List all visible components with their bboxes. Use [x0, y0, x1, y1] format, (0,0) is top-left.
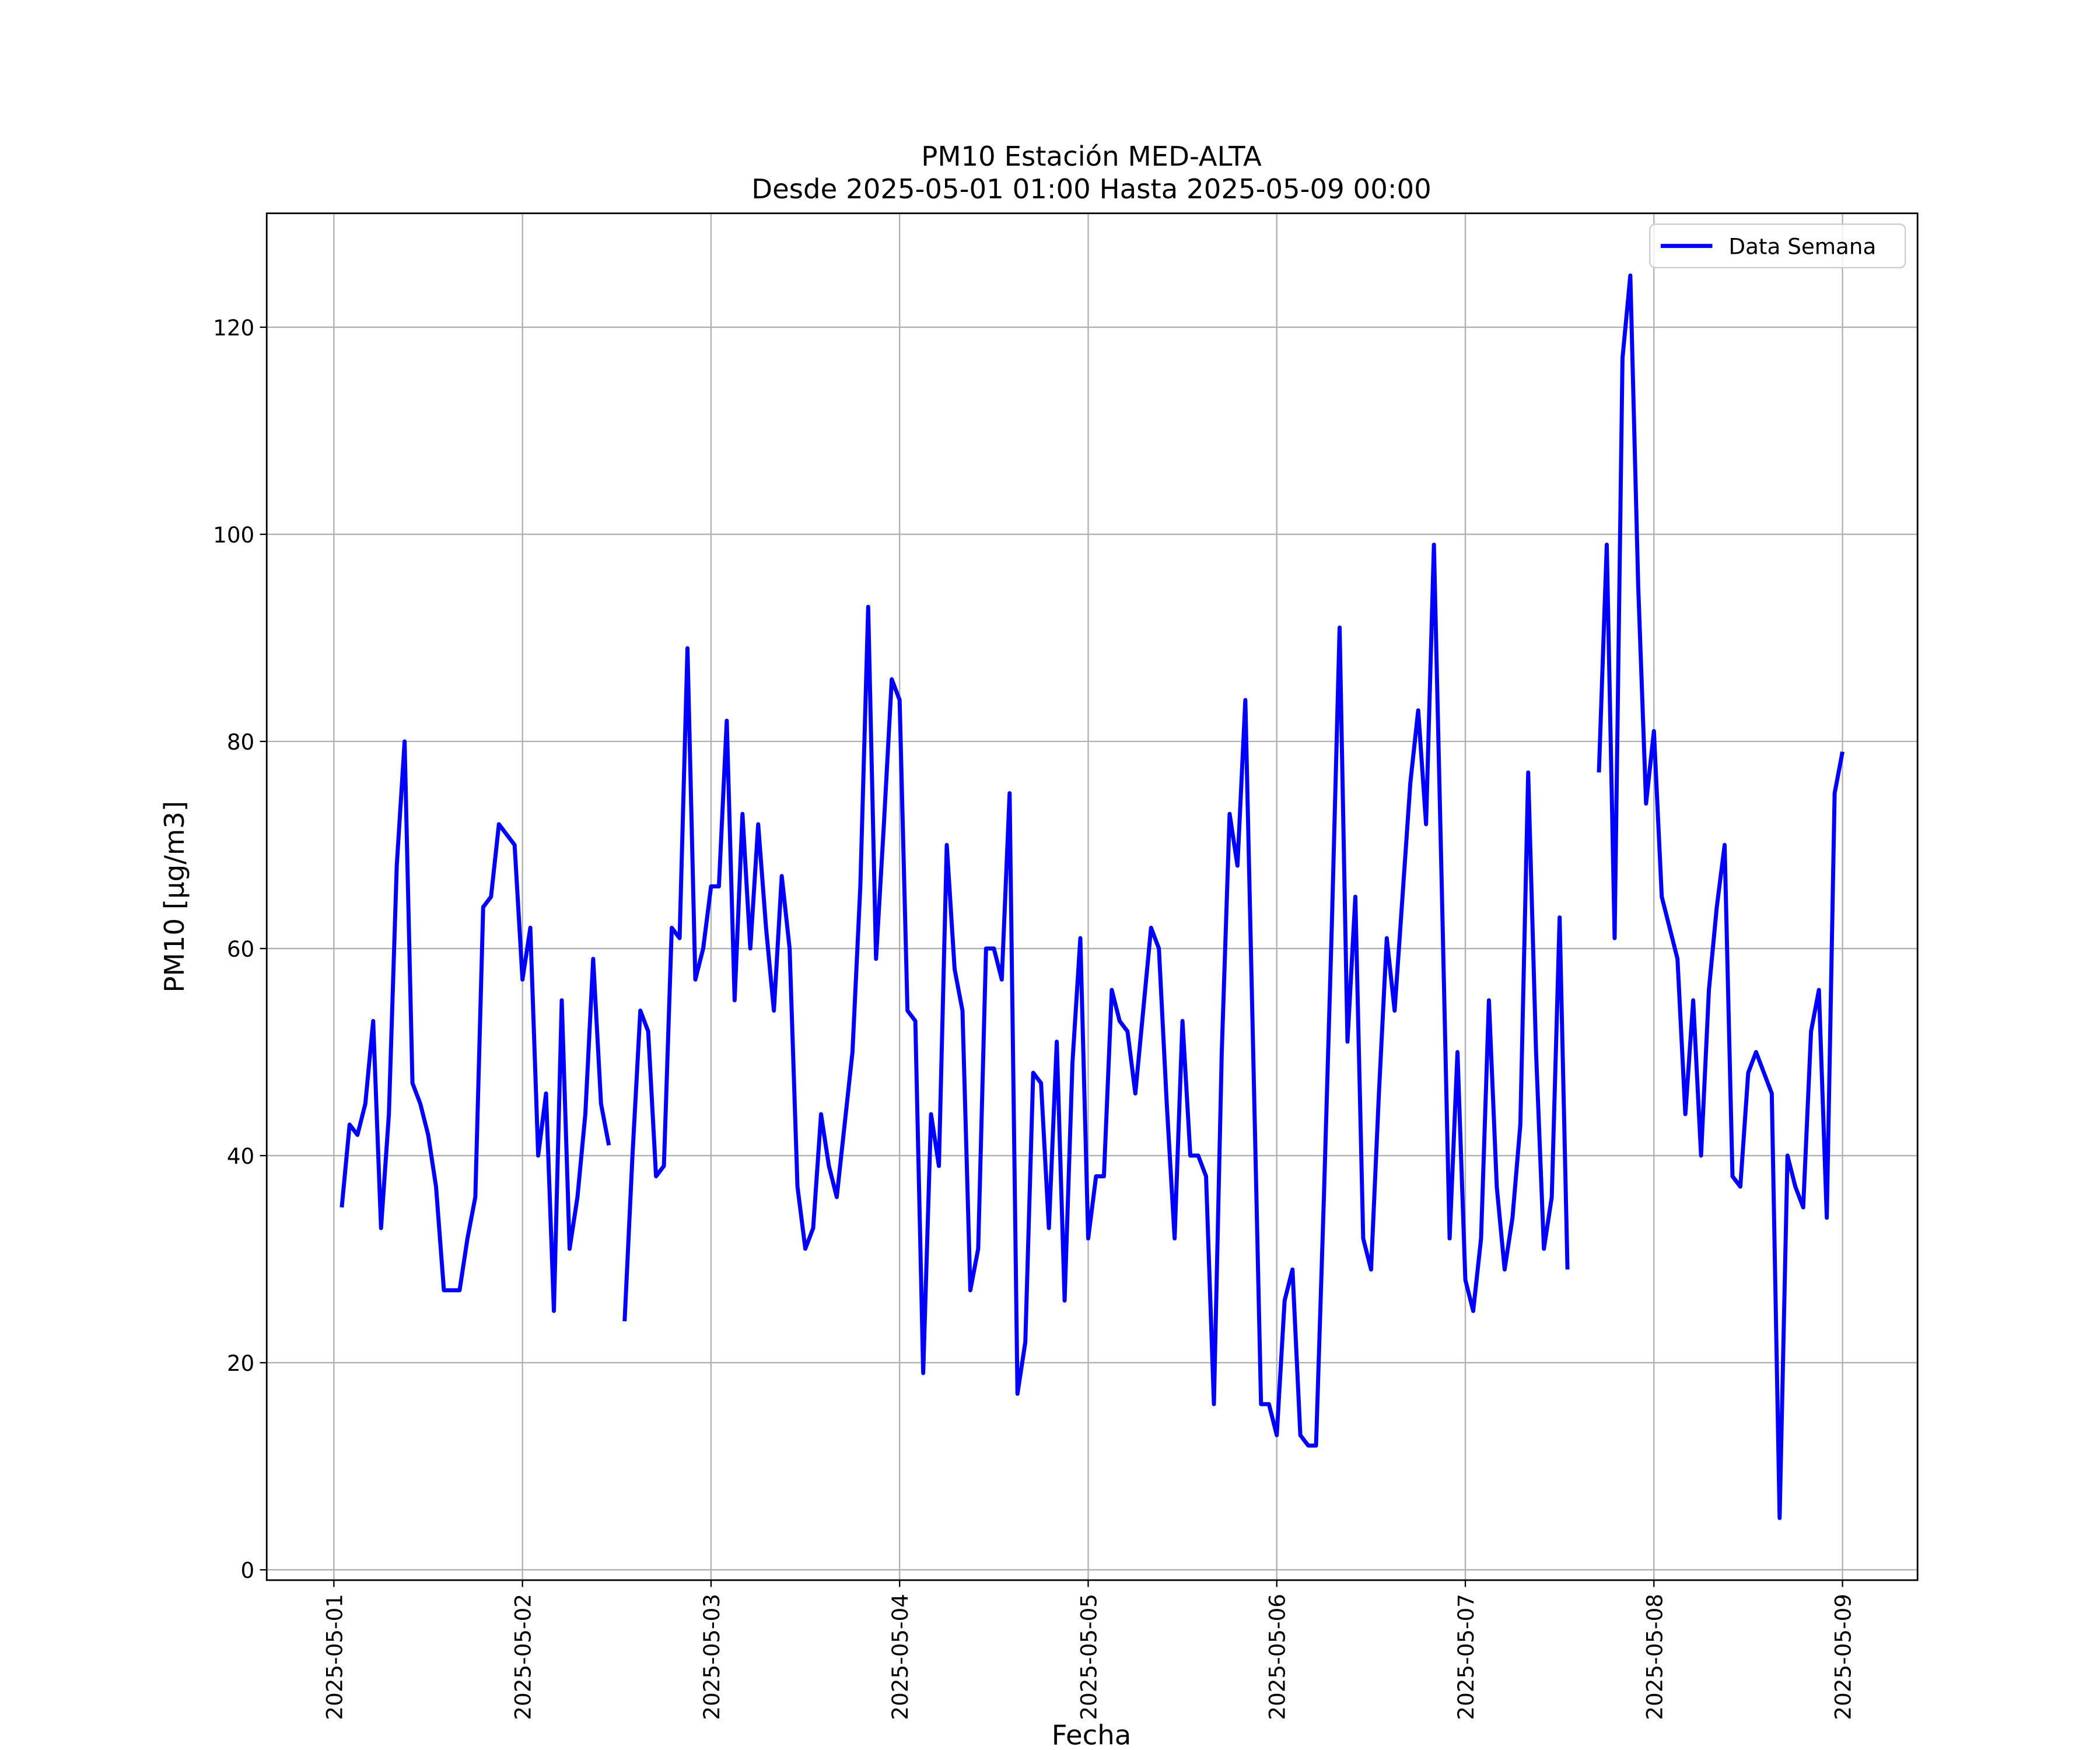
y-tick-label: 60 [227, 936, 254, 962]
y-axis-label: PM10 [μg/m3] [159, 801, 190, 993]
chart-title: PM10 Estación MED-ALTA [921, 141, 1262, 172]
data-line [340, 273, 1845, 1520]
x-tick-label: 2025-05-03 [699, 1594, 724, 1720]
x-tick-label: 2025-05-01 [321, 1594, 347, 1720]
legend-box [1649, 223, 1906, 269]
x-tick-label: 2025-05-04 [887, 1594, 913, 1720]
y-tick-label: 80 [227, 729, 254, 755]
plot-frame [265, 212, 1919, 1581]
x-tick-label: 2025-05-06 [1265, 1594, 1290, 1720]
x-tick-label: 2025-05-09 [1831, 1594, 1856, 1720]
legend-label: Data Semana [1728, 234, 1876, 260]
y-tick-label: 100 [213, 522, 254, 548]
x-axis-label: Fecha [1052, 1720, 1132, 1750]
y-tick-label: 120 [213, 315, 254, 341]
y-tick-label: 40 [227, 1143, 254, 1169]
y-tick-label: 20 [227, 1350, 254, 1376]
x-tick-label: 2025-05-05 [1076, 1594, 1101, 1720]
x-tick-label: 2025-05-07 [1453, 1594, 1479, 1720]
x-tick-label: 2025-05-08 [1642, 1594, 1667, 1720]
x-tick-label: 2025-05-02 [510, 1594, 536, 1720]
y-tick-label: 0 [241, 1558, 255, 1583]
chart-subtitle: Desde 2025-05-01 01:00 Hasta 2025-05-09 … [751, 173, 1432, 205]
